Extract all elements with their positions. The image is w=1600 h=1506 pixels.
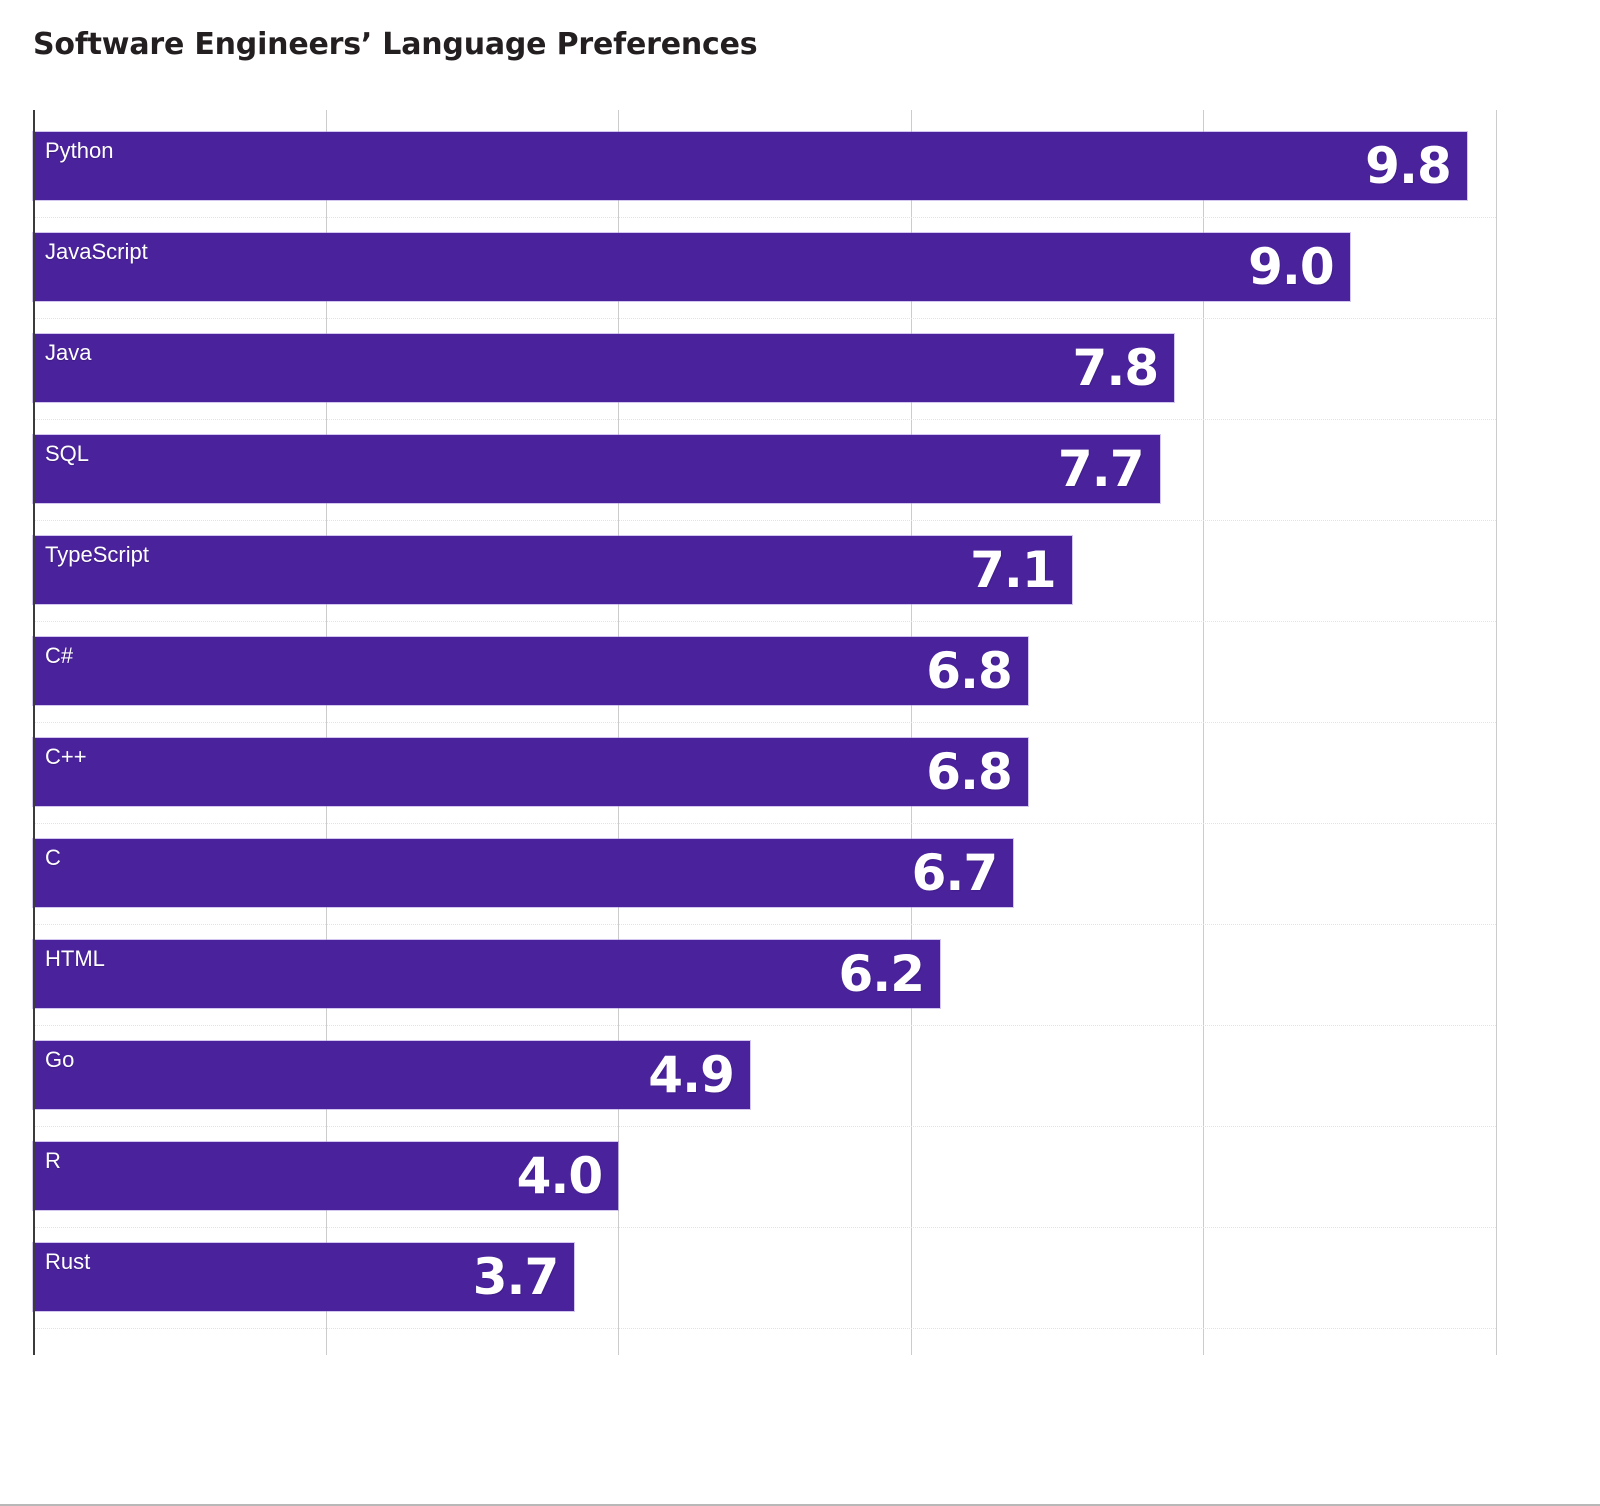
bar-rust[interactable] — [33, 1243, 575, 1311]
gridline-y-5 — [33, 722, 1496, 723]
gridline-x-2 — [325, 110, 327, 1355]
gridline-x-8 — [1203, 110, 1205, 1355]
bar-row[interactable]: C# 6.8 — [33, 637, 1496, 705]
chart-title: Software Engineers’ Language Preferences — [33, 27, 758, 62]
bar-c[interactable] — [33, 738, 1028, 806]
bar-value-label: 4.9 — [648, 1046, 735, 1104]
bar-row[interactable]: SQL 7.7 — [33, 435, 1496, 503]
bar-value-label: 3.7 — [472, 1248, 560, 1306]
bar-category-label: Python — [45, 138, 114, 163]
bar-value-label: 7.8 — [1072, 339, 1160, 397]
bar-row[interactable]: Go 4.9 — [33, 1041, 1496, 1109]
gridline-y-6 — [33, 823, 1496, 824]
bar-category-label: C — [45, 845, 61, 870]
gridline-y-3 — [33, 520, 1496, 521]
gridline-y-7 — [33, 924, 1496, 925]
bar-category-label: R — [45, 1148, 61, 1173]
bar-value-label: 6.2 — [838, 945, 925, 1003]
bar-value-label: 9.8 — [1365, 137, 1452, 195]
bar-value-label: 6.8 — [926, 642, 1013, 700]
bar-row[interactable]: R 4.0 — [33, 1142, 1496, 1210]
gridline-y-8 — [33, 1025, 1496, 1026]
gridline-y-4 — [33, 621, 1496, 622]
gridline-x-6 — [910, 110, 912, 1355]
axis-spine-left — [33, 110, 35, 1355]
bar-javascript[interactable] — [33, 233, 1350, 301]
bar-category-label: Java — [45, 340, 92, 365]
gridline-x-4 — [618, 110, 620, 1355]
bar-r[interactable] — [33, 1142, 619, 1210]
bar-category-label: C++ — [45, 744, 87, 769]
gridline-y-2 — [33, 419, 1496, 420]
bar-java[interactable] — [33, 334, 1175, 402]
bar-go[interactable] — [33, 1041, 750, 1109]
bar-category-label: JavaScript — [45, 239, 148, 264]
bar-value-label: 4.0 — [516, 1147, 604, 1205]
bar-row[interactable]: Java 7.8 — [33, 334, 1496, 402]
gridline-x-10 — [1496, 110, 1497, 1355]
gridline-y-0 — [33, 217, 1496, 218]
bar-row[interactable]: Rust 3.7 — [33, 1243, 1496, 1311]
bar-value-label: 6.8 — [926, 743, 1013, 801]
bar-row[interactable]: HTML 6.2 — [33, 940, 1496, 1008]
plot-area: Python 9.8 JavaScript 9.0 Java 7.8 SQL 7.7 TypeS… — [33, 110, 1497, 1355]
bar-category-label: TypeScript — [45, 542, 149, 567]
bar-c[interactable] — [33, 839, 1014, 907]
bar-category-label: HTML — [45, 946, 105, 971]
bar-python[interactable] — [33, 132, 1467, 200]
bar-html[interactable] — [33, 940, 941, 1008]
gridline-y-1 — [33, 318, 1496, 319]
bar-category-label: SQL — [45, 441, 90, 466]
bar-row[interactable]: C 6.7 — [33, 839, 1496, 907]
bar-row[interactable]: C++ 6.8 — [33, 738, 1496, 806]
bar-c[interactable] — [33, 637, 1028, 705]
bar-category-label: Rust — [45, 1249, 91, 1274]
bar-category-label: C# — [45, 643, 74, 668]
bar-value-label: 7.7 — [1057, 440, 1145, 498]
bar-value-label: 6.7 — [911, 844, 999, 902]
gridline-y-9 — [33, 1126, 1496, 1127]
gridline-y-10 — [33, 1227, 1496, 1228]
bar-value-label: 9.0 — [1248, 238, 1335, 296]
bar-typescript[interactable] — [33, 536, 1072, 604]
bar-row[interactable]: TypeScript 7.1 — [33, 536, 1496, 604]
bar-value-label: 7.1 — [970, 541, 1057, 599]
bar-category-label: Go — [45, 1047, 75, 1072]
bar-row[interactable]: Python 9.8 — [33, 132, 1496, 200]
gridline-y-11 — [33, 1328, 1496, 1329]
bar-sql[interactable] — [33, 435, 1160, 503]
bar-row[interactable]: JavaScript 9.0 — [33, 233, 1496, 301]
